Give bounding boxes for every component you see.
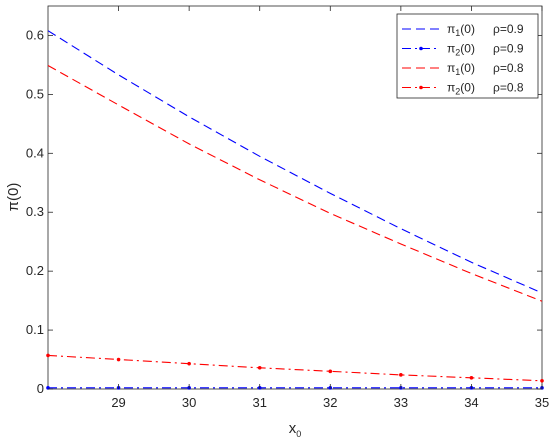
data-point — [540, 378, 544, 383]
y-tick-label: 0.6 — [26, 27, 44, 42]
data-point — [187, 361, 191, 366]
y-tick-label: 0.3 — [26, 204, 44, 219]
x-axis-label: x0 — [289, 420, 302, 439]
data-point — [328, 369, 333, 374]
y-axis-label: π(0) — [5, 183, 22, 212]
legend: π1(0) ρ=0.9 π2(0) ρ=0.9 π1(0) ρ=0.8 π2(0) ρ=0.8 — [396, 13, 539, 99]
x-tick-label: 33 — [394, 395, 408, 410]
x-tick-label: 30 — [182, 395, 196, 410]
legend-marker — [419, 46, 423, 51]
data-point — [257, 365, 262, 370]
data-point — [469, 376, 474, 380]
legend-entry-4: π2(0) ρ=0.8 — [447, 81, 524, 97]
series-line-1 — [47, 30, 543, 294]
y-tick-label: 0 — [37, 381, 44, 396]
data-point — [116, 357, 121, 362]
y-tick-label: 0.1 — [26, 322, 44, 337]
legend-entry-3: π1(0) ρ=0.8 — [447, 61, 524, 77]
x-tick-label: 32 — [323, 395, 337, 410]
y-tick-label: 0.4 — [26, 145, 44, 160]
x-tick-label: 34 — [464, 395, 478, 410]
legend-entry-2: π2(0) ρ=0.9 — [447, 42, 524, 58]
data-point — [399, 373, 403, 377]
x-tick-label: 29 — [111, 395, 125, 410]
ticks-layer: 29 30 31 32 33 34 35 0 0.1 0.2 0.3 0.4 0.5 0.6 — [26, 6, 549, 410]
series-line-4 — [47, 354, 543, 382]
legend-box — [396, 13, 539, 99]
data-point — [46, 353, 50, 358]
x-tick-label: 31 — [252, 395, 266, 410]
legend-entry-1: π1(0) ρ=0.9 — [447, 22, 524, 38]
y-tick-label: 0.5 — [26, 86, 44, 101]
y-tick-label: 0.2 — [26, 263, 44, 278]
legend-marker — [419, 85, 423, 90]
x-tick-label: 35 — [535, 395, 549, 410]
